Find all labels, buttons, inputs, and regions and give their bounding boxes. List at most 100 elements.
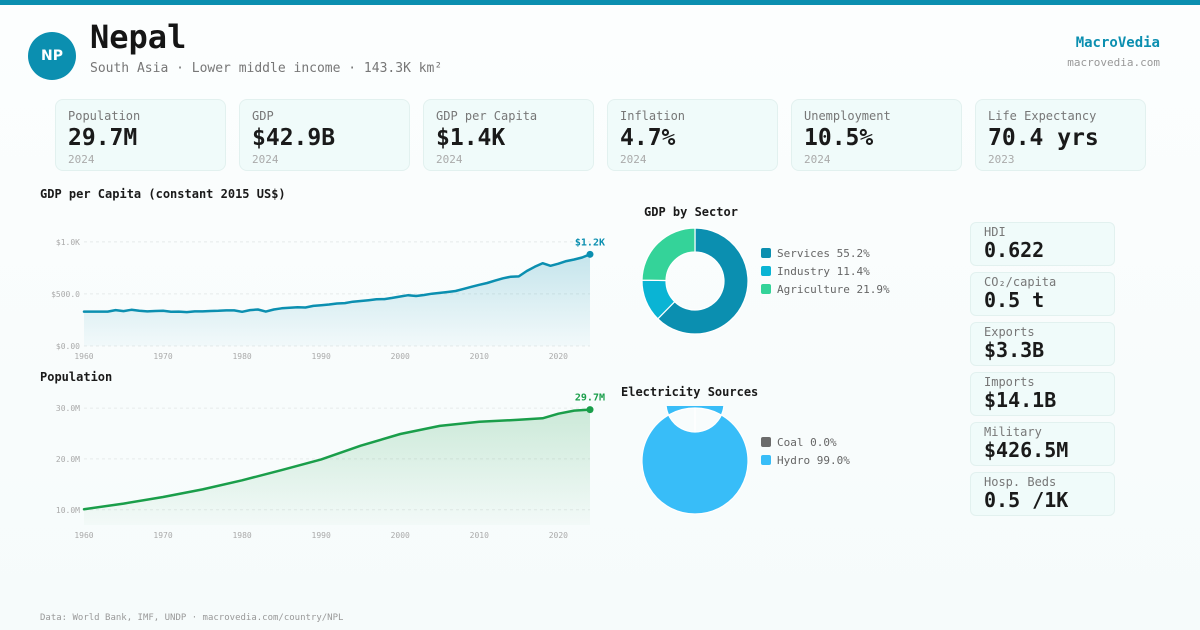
y-tick-label: 30.0M xyxy=(56,404,80,413)
brand-url[interactable]: macrovedia.com xyxy=(1067,56,1160,69)
y-tick-label: $1.0K xyxy=(56,238,80,247)
kpi-label: Population xyxy=(68,109,141,123)
stat-value: $3.3B xyxy=(984,338,1045,362)
end-point-marker xyxy=(586,406,594,414)
y-tick-label: $500.0 xyxy=(51,290,80,299)
country-avatar: NP xyxy=(28,32,76,80)
stat-value: $14.1B xyxy=(984,388,1057,412)
footer-source: Data: World Bank, IMF, UNDP · macrovedia… xyxy=(40,613,344,623)
kpi-year: 2024 xyxy=(436,153,463,166)
area-fill xyxy=(84,254,590,346)
x-tick-label: 2020 xyxy=(549,352,568,361)
y-tick-label: 20.0M xyxy=(56,455,80,464)
x-tick-label: 1960 xyxy=(74,531,93,540)
y-tick-label: 10.0M xyxy=(56,506,80,515)
kpi-year: 2024 xyxy=(804,153,831,166)
stat-card-military: Military $426.5M xyxy=(970,422,1115,466)
stat-label: HDI xyxy=(984,225,1006,239)
legend-swatch xyxy=(761,248,771,258)
electricity-sources-donut xyxy=(641,406,749,515)
kpi-card-gdp-per-capita: GDP per Capita $1.4K 2024 xyxy=(423,99,594,171)
kpi-card-unemployment: Unemployment 10.5% 2024 xyxy=(791,99,962,171)
stat-label: Exports xyxy=(984,325,1035,339)
legend-label: Coal 0.0% xyxy=(777,435,837,449)
legend-item-coal: Coal 0.0% xyxy=(761,433,850,451)
donut-slice-agriculture xyxy=(641,227,696,282)
legend-item-services: Services 55.2% xyxy=(761,244,890,262)
legend-label: Agriculture 21.9% xyxy=(777,282,890,296)
stat-label: Military xyxy=(984,425,1042,439)
sector-legend: Services 55.2% Industry 11.4% Agricultur… xyxy=(761,244,890,298)
x-tick-label: 2000 xyxy=(391,531,410,540)
x-tick-label: 1990 xyxy=(312,352,331,361)
x-tick-label: 1980 xyxy=(232,352,251,361)
legend-label: Services 55.2% xyxy=(777,246,870,260)
stat-value: 0.5 /1K xyxy=(984,488,1069,512)
kpi-value: $1.4K xyxy=(436,125,506,151)
stat-label: Hosp. Beds xyxy=(984,475,1057,489)
legend-swatch xyxy=(761,266,771,276)
top-accent-bar xyxy=(0,0,1200,5)
kpi-value: $42.9B xyxy=(252,125,336,151)
kpi-year: 2024 xyxy=(68,153,95,166)
stat-label: Imports xyxy=(984,375,1035,389)
gdp-per-capita-chart: $0.00 $500.0 $1.0K 1960 1970 1980 1990 2000 2010… xyxy=(51,237,605,361)
kpi-year: 2024 xyxy=(620,153,647,166)
y-tick-label: $0.00 xyxy=(56,342,80,351)
x-tick-label: 2020 xyxy=(549,531,568,540)
kpi-value: 4.7% xyxy=(620,125,676,151)
legend-item-agriculture: Agriculture 21.9% xyxy=(761,280,890,298)
page-title: Nepal xyxy=(90,18,187,56)
stat-value: 0.622 xyxy=(984,238,1045,262)
donut-slice-hydro xyxy=(641,406,749,515)
x-tick-label: 1970 xyxy=(153,352,172,361)
country-subtitle: South Asia · Lower middle income · 143.3… xyxy=(90,61,443,76)
end-value-label: 29.7M xyxy=(575,393,605,404)
legend-item-industry: Industry 11.4% xyxy=(761,262,890,280)
series-line xyxy=(82,253,592,314)
brand-logo[interactable]: MacroVedia xyxy=(1075,35,1160,51)
x-tick-label: 2010 xyxy=(470,531,489,540)
kpi-card-inflation: Inflation 4.7% 2024 xyxy=(607,99,778,171)
series-line xyxy=(82,408,592,511)
end-value-label: $1.2K xyxy=(575,237,605,248)
kpi-label: Unemployment xyxy=(804,109,891,123)
area-fill xyxy=(84,409,590,525)
stat-card-co2: CO₂/capita 0.5 t xyxy=(970,272,1115,316)
avatar-initials: NP xyxy=(41,48,63,64)
legend-swatch xyxy=(761,437,771,447)
x-tick-label: 2010 xyxy=(470,352,489,361)
sector-chart-title: GDP by Sector xyxy=(644,205,738,219)
electricity-legend: Coal 0.0% Hydro 99.0% xyxy=(761,433,850,469)
legend-label: Industry 11.4% xyxy=(777,264,870,278)
kpi-label: GDP per Capita xyxy=(436,109,538,123)
kpi-value: 10.5% xyxy=(804,125,874,151)
stat-value: $426.5M xyxy=(984,438,1069,462)
kpi-card-population: Population 29.7M 2024 xyxy=(55,99,226,171)
donut-slice-services xyxy=(656,227,749,335)
legend-swatch xyxy=(761,455,771,465)
legend-label: Hydro 99.0% xyxy=(777,453,850,467)
x-tick-label: 1990 xyxy=(312,531,331,540)
electricity-chart-title: Electricity Sources xyxy=(621,385,759,399)
stat-card-hospital-beds: Hosp. Beds 0.5 /1K xyxy=(970,472,1115,516)
x-tick-label: 1970 xyxy=(153,531,172,540)
stat-card-hdi: HDI 0.622 xyxy=(970,222,1115,266)
x-tick-label: 2000 xyxy=(391,352,410,361)
population-chart: 10.0M 20.0M 30.0M 1960 1970 1980 1990 2000 2010 2… xyxy=(56,393,605,540)
x-tick-label: 1960 xyxy=(74,352,93,361)
kpi-card-gdp: GDP $42.9B 2024 xyxy=(239,99,410,171)
kpi-label: Inflation xyxy=(620,109,686,123)
kpi-value: 70.4 yrs xyxy=(988,125,1099,151)
kpi-label: GDP xyxy=(252,109,274,123)
gdp-by-sector-donut xyxy=(641,227,749,335)
end-point-marker xyxy=(586,250,594,258)
kpi-label: Life Expectancy xyxy=(988,109,1097,123)
population-chart-title: Population xyxy=(40,370,113,384)
kpi-card-life-expectancy: Life Expectancy 70.4 yrs 2023 xyxy=(975,99,1146,171)
stat-card-imports: Imports $14.1B xyxy=(970,372,1115,416)
legend-swatch xyxy=(761,284,771,294)
x-tick-label: 1980 xyxy=(232,531,251,540)
kpi-value: 29.7M xyxy=(68,125,138,151)
gdp-chart-title: GDP per Capita (constant 2015 US$) xyxy=(40,187,286,201)
